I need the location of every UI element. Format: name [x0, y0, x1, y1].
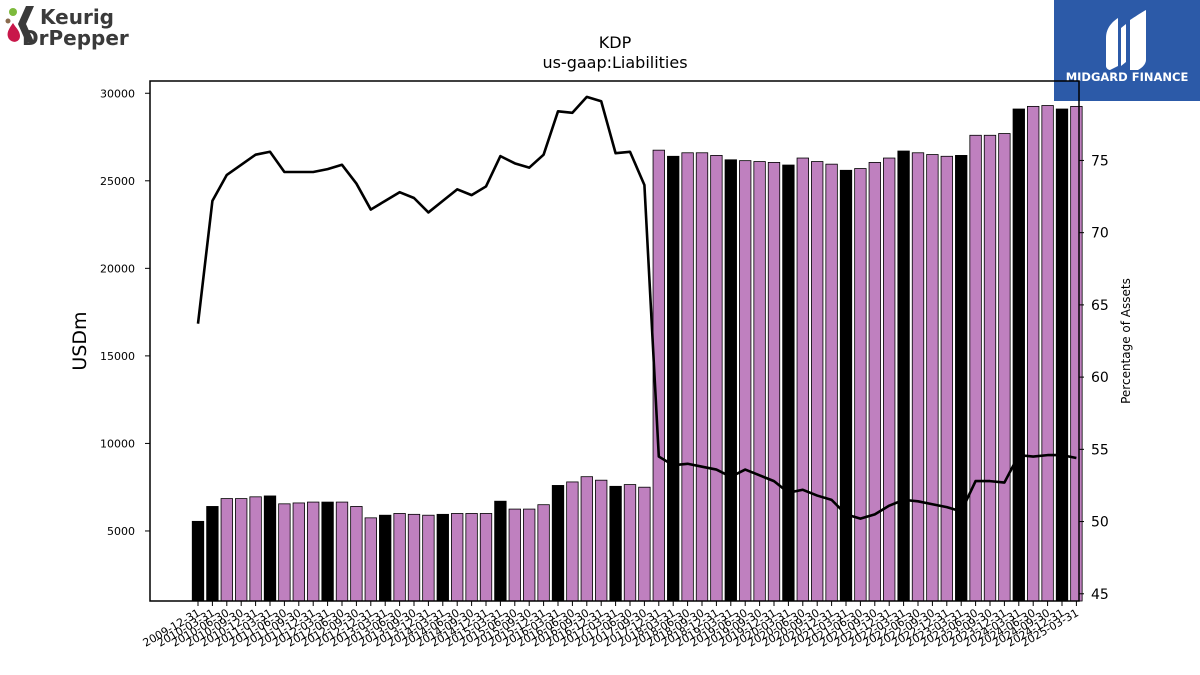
keurig-logo-small-dot [5, 18, 11, 24]
bar-2022-12-31 [940, 155, 953, 602]
bar-2021-09-30 [868, 162, 881, 602]
bar-2022-03-31 [897, 150, 910, 602]
bar-2011-09-30 [292, 502, 305, 602]
y-axis-label: USDm [69, 311, 91, 370]
y-tick-label: 5000 [107, 525, 135, 538]
bar-2020-06-30 [796, 157, 809, 602]
bar-2011-12-31 [307, 501, 320, 602]
bar-2021-06-30 [854, 168, 867, 602]
bar-2024-09-30 [1041, 105, 1054, 602]
bar-2010-12-31 [249, 496, 262, 602]
bar-2019-06-30 [739, 160, 752, 602]
percentage-line-series [196, 95, 1077, 520]
keurig-logo-red-drop [7, 23, 21, 42]
y-tick-label: 20000 [100, 262, 135, 275]
bar-2023-12-31 [998, 133, 1011, 602]
bar-2016-09-30 [580, 476, 593, 602]
y-tick-label: 30000 [100, 87, 135, 100]
bar-2017-06-30 [623, 484, 637, 602]
keurig-logo-graphic: Keurig DrPepper [5, 5, 129, 50]
bar-2023-09-30 [983, 134, 997, 602]
bar-2010-09-30 [235, 498, 248, 602]
bar-2013-09-30 [407, 513, 421, 602]
bar-2018-03-31 [667, 155, 680, 602]
y-tick-label: 10000 [100, 437, 135, 450]
bar-2011-03-31 [263, 495, 277, 602]
keurig-logo-line2: DrPepper [22, 26, 129, 50]
chart-subtitle: us-gaap:Liabilities [542, 53, 687, 72]
bar-2021-03-31 [839, 169, 853, 602]
bar-2014-12-31 [479, 513, 493, 602]
bar-2020-03-31 [782, 164, 795, 602]
y2-tick-label: 70 [1091, 226, 1109, 242]
bar-2024-03-31 [1012, 108, 1025, 602]
chart-axes: 5000 10000 15000 20000 25000 30000 45 50 55 60 65 7… [100, 87, 1109, 649]
keurig-logo-green-dot [9, 8, 17, 16]
bar-2024-12-31 [1055, 108, 1069, 602]
bar-2016-03-31 [551, 485, 565, 602]
y-tick-label: 15000 [100, 350, 135, 363]
bar-2012-09-30 [350, 506, 363, 602]
midgard-logo-graphic: MIDGARD FINANCE [1066, 10, 1189, 84]
bar-2014-09-30 [465, 513, 478, 602]
y2-tick-label: 45 [1091, 587, 1109, 603]
bar-2010-03-31 [206, 506, 219, 602]
bar-2011-06-30 [278, 503, 291, 602]
bar-2022-06-30 [911, 152, 925, 602]
bar-2022-09-30 [926, 154, 939, 602]
bar-2012-12-31 [364, 517, 377, 602]
bar-2013-06-30 [393, 513, 406, 602]
bar-2019-12-31 [767, 162, 781, 602]
bar-2021-12-31 [883, 157, 896, 602]
bar-2020-12-31 [825, 163, 838, 602]
bar-2014-03-31 [436, 513, 449, 602]
bar-2018-12-31 [710, 155, 723, 602]
midgard-logo-text: MIDGARD FINANCE [1066, 70, 1189, 84]
percentage-of-assets-line [196, 95, 1077, 520]
bar-2012-06-30 [335, 501, 349, 602]
bar-series [191, 105, 1083, 602]
bar-2014-06-30 [451, 513, 464, 602]
y2-axis-label: Percentage of Assets [1119, 278, 1133, 404]
bar-2019-09-30 [753, 161, 766, 602]
keurig-dr-pepper-logo: Keurig DrPepper [4, 4, 164, 50]
y2-tick-label: 75 [1091, 153, 1109, 169]
bar-2023-03-31 [955, 155, 968, 602]
bar-2017-03-31 [609, 485, 622, 602]
y2-tick-label: 60 [1091, 370, 1109, 386]
plot-area-frame [149, 80, 1080, 602]
midgard-logo-mark-icon [1106, 10, 1146, 70]
bar-2019-03-31 [724, 159, 737, 602]
keurig-logo-line1: Keurig [40, 5, 114, 29]
bar-2015-06-30 [508, 508, 521, 602]
bar-2010-06-30 [220, 498, 233, 602]
y2-tick-label: 50 [1091, 515, 1109, 531]
bar-2012-03-31 [321, 501, 334, 602]
y2-tick-label: 55 [1091, 442, 1109, 458]
bar-2015-12-31 [537, 504, 550, 602]
bar-2016-12-31 [595, 479, 608, 602]
chart-title: KDP [599, 33, 632, 52]
bar-2018-09-30 [695, 152, 709, 602]
bar-2017-09-30 [638, 486, 651, 602]
keurig-logo-k-mark [18, 6, 34, 42]
bar-2020-09-30 [811, 161, 824, 602]
bar-2015-09-30 [523, 508, 536, 602]
bar-2023-06-30 [969, 134, 982, 602]
bar-2025-03-31 [1070, 105, 1083, 602]
bar-2018-06-30 [681, 152, 694, 602]
y2-tick-label: 65 [1091, 298, 1109, 314]
bar-2016-06-30 [566, 481, 579, 602]
bar-2013-12-31 [422, 514, 435, 602]
bar-2013-03-31 [379, 514, 392, 602]
bar-2009-12-31 [191, 520, 205, 602]
bar-2015-03-31 [494, 500, 507, 602]
y-tick-label: 25000 [100, 175, 135, 188]
bar-2024-06-30 [1027, 105, 1040, 602]
